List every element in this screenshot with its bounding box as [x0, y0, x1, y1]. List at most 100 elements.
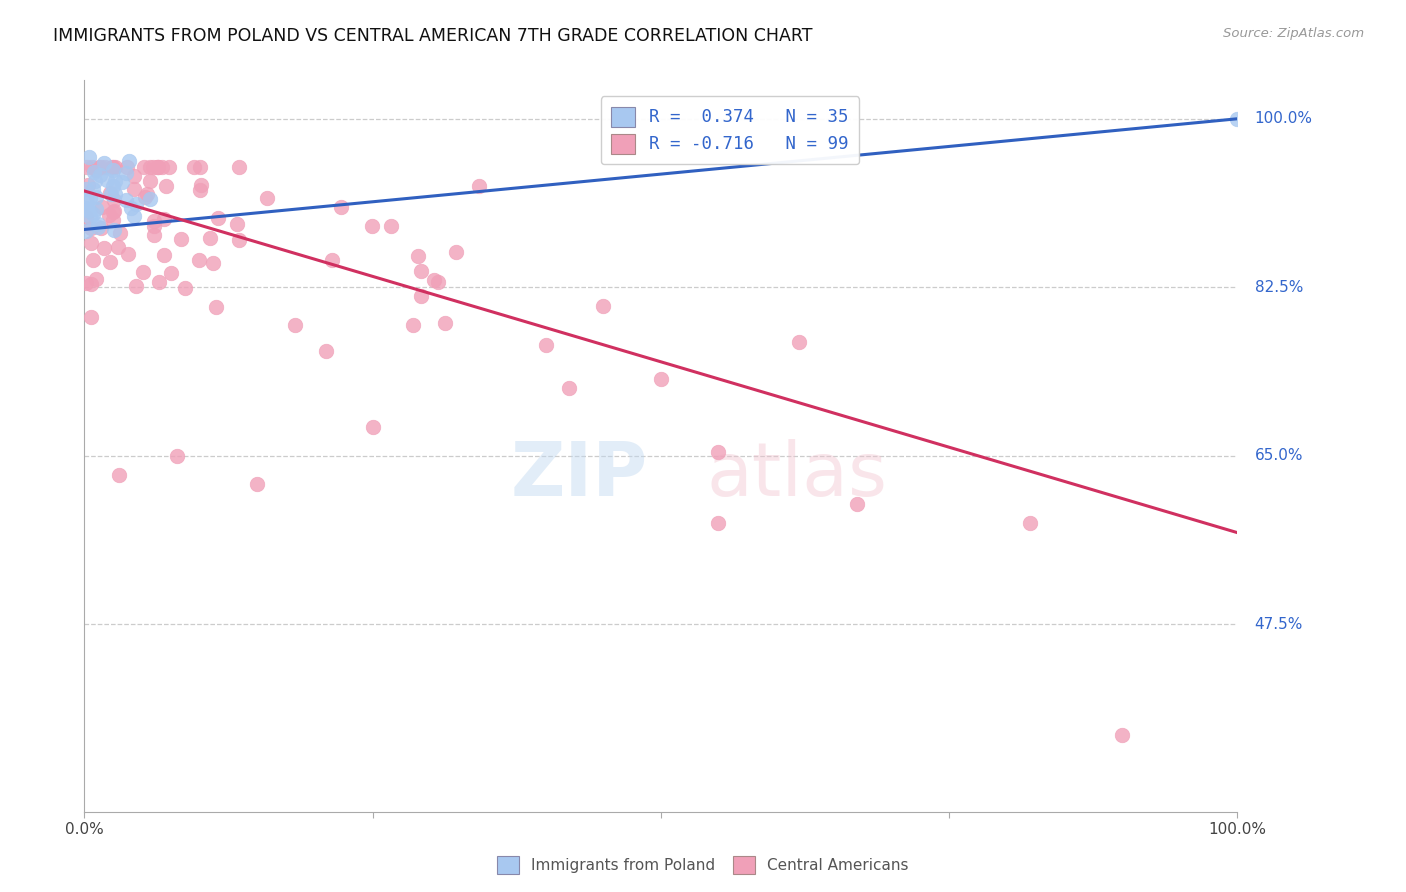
Point [135, 186, 157, 201]
Point [134, 160, 156, 174]
Point [1226, 112, 1249, 126]
Point [200, 231, 222, 245]
Point [592, 299, 614, 313]
Point [86, 272, 108, 286]
Point [650, 372, 672, 386]
Point [228, 160, 250, 174]
Point [131, 265, 153, 279]
Point [202, 255, 225, 269]
Point [411, 289, 433, 303]
Point [76, 203, 98, 218]
Point [225, 217, 247, 231]
Point [183, 160, 205, 174]
Point [84, 162, 107, 177]
Point [787, 334, 810, 349]
Point [423, 273, 446, 287]
Point [122, 169, 145, 183]
Point [89, 168, 111, 182]
Point [411, 263, 433, 277]
Text: 82.5%: 82.5% [1254, 280, 1303, 294]
Point [134, 190, 156, 204]
Point [155, 178, 177, 193]
Point [75, 224, 97, 238]
Text: Source: ZipAtlas.com: Source: ZipAtlas.com [1223, 27, 1364, 40]
Point [100, 160, 122, 174]
Legend: Immigrants from Poland, Central Americans: Immigrants from Poland, Central American… [491, 850, 915, 880]
Point [79, 191, 101, 205]
Point [82, 252, 104, 267]
Point [103, 193, 125, 207]
Point [329, 200, 352, 214]
Point [142, 219, 165, 234]
Point [93, 160, 115, 174]
Point [96, 172, 118, 186]
Point [77, 150, 100, 164]
Point [284, 318, 307, 333]
Point [122, 182, 145, 196]
Point [152, 212, 174, 227]
Point [75, 276, 97, 290]
Point [557, 381, 579, 395]
Point [361, 419, 384, 434]
Point [104, 160, 127, 174]
Text: 100.0%: 100.0% [1254, 112, 1313, 127]
Point [157, 160, 180, 174]
Point [101, 204, 124, 219]
Point [91, 200, 114, 214]
Point [204, 300, 226, 314]
Point [76, 178, 98, 192]
Point [93, 156, 115, 170]
Point [118, 153, 141, 168]
Point [139, 174, 162, 188]
Point [98, 255, 121, 269]
Point [142, 160, 165, 174]
Point [125, 197, 148, 211]
Point [380, 219, 402, 234]
Point [83, 173, 105, 187]
Point [153, 248, 176, 262]
Point [101, 213, 124, 227]
Point [707, 444, 730, 458]
Point [174, 280, 197, 294]
Point [146, 160, 169, 174]
Point [80, 277, 103, 292]
Text: 47.5%: 47.5% [1254, 616, 1303, 632]
Point [139, 160, 162, 174]
Point [83, 164, 105, 178]
Point [100, 186, 122, 201]
Point [146, 160, 169, 174]
Text: 65.0%: 65.0% [1254, 448, 1303, 463]
Point [139, 192, 162, 206]
Point [93, 240, 115, 254]
Point [75, 210, 97, 224]
Point [115, 194, 138, 208]
Point [108, 467, 131, 482]
Point [104, 174, 127, 188]
Point [115, 160, 138, 174]
Point [87, 217, 110, 231]
Point [190, 178, 212, 193]
Text: atlas: atlas [707, 439, 889, 512]
Point [1018, 516, 1040, 530]
Point [90, 221, 112, 235]
Point [76, 160, 98, 174]
Point [228, 233, 250, 247]
Point [75, 182, 97, 196]
Point [80, 235, 103, 250]
Point [80, 221, 103, 235]
Point [142, 227, 165, 242]
Point [103, 179, 124, 194]
Point [143, 214, 166, 228]
Point [75, 193, 97, 207]
Point [150, 160, 173, 174]
Point [101, 162, 124, 177]
Point [103, 223, 125, 237]
Point [86, 202, 108, 216]
Point [125, 279, 148, 293]
Point [98, 186, 121, 201]
Point [103, 203, 125, 218]
Point [107, 240, 129, 254]
Point [120, 201, 142, 215]
Text: IMMIGRANTS FROM POLAND VS CENTRAL AMERICAN 7TH GRADE CORRELATION CHART: IMMIGRANTS FROM POLAND VS CENTRAL AMERIC… [53, 27, 813, 45]
Point [77, 202, 100, 217]
